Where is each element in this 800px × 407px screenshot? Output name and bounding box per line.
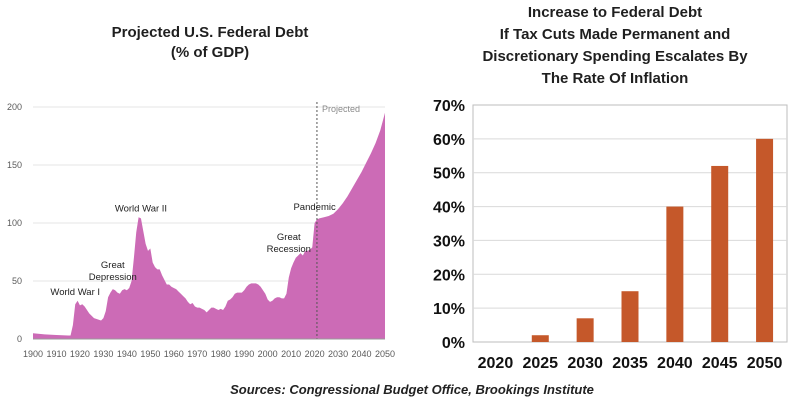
area-annotation-3-line-0: Pandemic bbox=[293, 202, 335, 213]
area-x-tick-label-15: 2050 bbox=[375, 349, 395, 359]
area-x-tick-label-0: 1900 bbox=[23, 349, 43, 359]
area-x-tick-label-4: 1940 bbox=[117, 349, 137, 359]
bar-y-tick-label-3: 30% bbox=[433, 233, 465, 250]
bar-2045 bbox=[711, 165, 729, 342]
area-y-tick-label-1: 50 bbox=[12, 276, 22, 286]
debt-area-chart: Projected U.S. Federal Debt (% of GDP) P… bbox=[7, 24, 395, 359]
area-chart-y-axis: 0 50 100 150 200 bbox=[7, 102, 22, 344]
area-x-tick-label-2: 1920 bbox=[70, 349, 90, 359]
sources-note: Sources: Congressional Budget Office, Br… bbox=[230, 382, 594, 397]
area-x-tick-label-5: 1950 bbox=[140, 349, 160, 359]
projection-label: Projected bbox=[322, 104, 360, 114]
area-chart-title-line-2: (% of GDP) bbox=[171, 44, 249, 61]
bar-2025 bbox=[531, 335, 549, 342]
bar-chart-title-line-1: Increase to Federal Debt bbox=[528, 4, 702, 21]
bar-2040 bbox=[666, 206, 684, 342]
bar-2030 bbox=[576, 318, 594, 342]
area-x-tick-label-1: 1910 bbox=[46, 349, 66, 359]
area-x-tick-label-7: 1970 bbox=[187, 349, 207, 359]
bar-x-tick-label-0: 2020 bbox=[478, 355, 514, 372]
bar-x-tick-label-2: 2030 bbox=[567, 355, 603, 372]
bar-y-tick-label-7: 70% bbox=[433, 98, 465, 115]
bar-x-tick-label-3: 2035 bbox=[612, 355, 648, 372]
area-x-tick-label-9: 1990 bbox=[234, 349, 254, 359]
bar-2035 bbox=[621, 291, 639, 342]
bar-chart-x-axis: 2020 2025 2030 2035 2040 2045 2050 bbox=[478, 355, 783, 372]
bar-x-tick-label-6: 2050 bbox=[747, 355, 783, 372]
area-annotation-0-line-0: World War I bbox=[50, 287, 100, 298]
area-y-tick-label-3: 150 bbox=[7, 160, 22, 170]
area-x-tick-label-11: 2010 bbox=[281, 349, 301, 359]
area-x-tick-label-3: 1930 bbox=[93, 349, 113, 359]
bar-x-tick-label-1: 2025 bbox=[522, 355, 558, 372]
area-annotation-4-line-0: Great bbox=[277, 232, 301, 243]
area-annotation-1-line-1: Depression bbox=[89, 272, 137, 283]
area-chart-x-axis: 1900 1910 1920 1930 1940 1950 1960 1970 1980 1990… bbox=[23, 349, 395, 359]
area-annotation-4-line-1: Recession bbox=[267, 244, 311, 255]
area-x-tick-label-10: 2000 bbox=[258, 349, 278, 359]
bar-y-tick-label-5: 50% bbox=[433, 166, 465, 183]
bar-2050 bbox=[756, 138, 774, 342]
area-x-tick-label-13: 2030 bbox=[328, 349, 348, 359]
bar-x-tick-label-4: 2040 bbox=[657, 355, 693, 372]
area-y-tick-label-0: 0 bbox=[17, 334, 22, 344]
bar-chart-gridlines bbox=[473, 138, 787, 309]
area-annotation-1-line-0: Great bbox=[101, 260, 125, 271]
area-x-tick-label-12: 2020 bbox=[305, 349, 325, 359]
bar-y-tick-label-6: 60% bbox=[433, 132, 465, 149]
bar-chart-bars bbox=[531, 138, 774, 342]
area-x-tick-label-14: 2040 bbox=[352, 349, 372, 359]
bar-y-tick-label-0: 0% bbox=[442, 335, 465, 352]
area-x-tick-label-8: 1980 bbox=[211, 349, 231, 359]
area-y-tick-label-2: 100 bbox=[7, 218, 22, 228]
area-x-tick-label-6: 1960 bbox=[164, 349, 184, 359]
bar-y-tick-label-2: 20% bbox=[433, 267, 465, 284]
debt-area-series bbox=[33, 112, 385, 339]
area-y-tick-label-4: 200 bbox=[7, 102, 22, 112]
bar-y-tick-label-1: 10% bbox=[433, 301, 465, 318]
bar-y-tick-label-4: 40% bbox=[433, 200, 465, 217]
bar-chart-title-line-4: The Rate Of Inflation bbox=[542, 70, 689, 87]
area-annotation-2-line-0: World War II bbox=[115, 203, 167, 214]
area-chart-title-line-1: Projected U.S. Federal Debt bbox=[112, 24, 309, 41]
bar-chart-title-line-2: If Tax Cuts Made Permanent and bbox=[500, 26, 731, 43]
debt-increase-bar-chart: Increase to Federal Debt If Tax Cuts Mad… bbox=[433, 4, 788, 372]
bar-chart-y-axis: 0% 10% 20% 30% 40% 50% 60% 70% bbox=[433, 98, 465, 352]
bar-x-tick-label-5: 2045 bbox=[702, 355, 738, 372]
bar-chart-title-line-3: Discretionary Spending Escalates By bbox=[482, 48, 748, 65]
